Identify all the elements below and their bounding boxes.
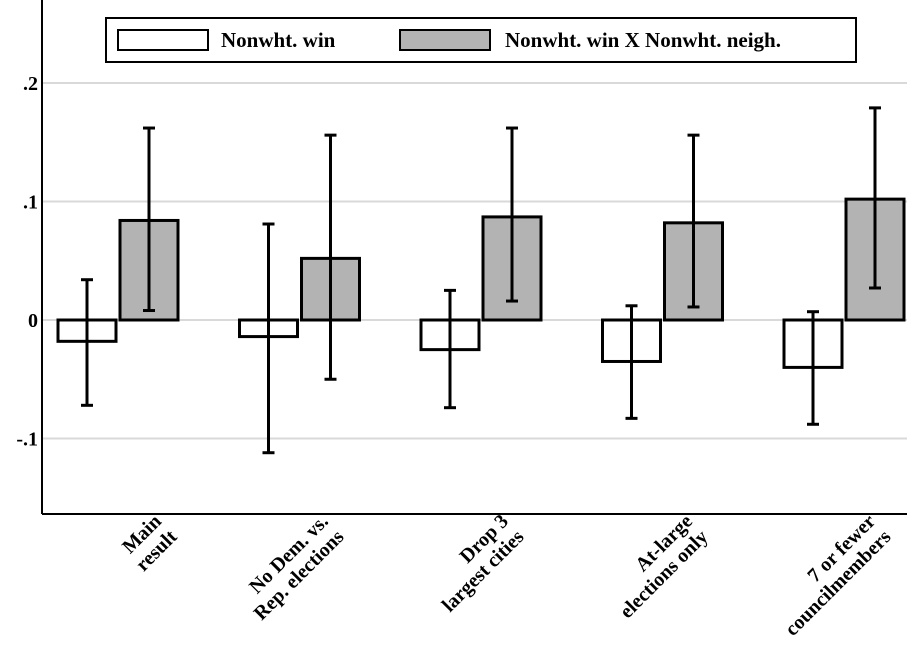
error-bar — [506, 126, 518, 303]
error-bar — [81, 278, 93, 407]
error-bar — [869, 106, 881, 290]
y-tick-label: .1 — [23, 192, 38, 214]
error-bar — [625, 304, 638, 420]
legend-swatch-nonwht-win-x-neigh — [399, 29, 491, 51]
bars — [56, 197, 906, 369]
error-bar — [807, 310, 819, 426]
error-bar — [143, 126, 155, 313]
y-tick-label: -.1 — [16, 429, 38, 451]
error-bar — [324, 133, 337, 381]
error-bar — [687, 133, 700, 309]
legend-label-nonwht-win-x-neigh: Nonwht. win X Nonwht. neigh. — [505, 28, 781, 52]
legend: Nonwht. win Nonwht. win X Nonwht. neigh. — [105, 17, 857, 63]
y-tick-label: 0 — [28, 310, 38, 332]
error-bars — [81, 106, 881, 455]
legend-label-nonwht-win: Nonwht. win — [221, 28, 336, 52]
legend-swatch-nonwht-win — [117, 29, 209, 51]
category-label: No Dem. vs.Rep. elections — [245, 510, 349, 624]
axes — [41, 0, 907, 515]
y-tick-labels: .2 .1 0 -.1 — [16, 73, 38, 451]
error-bar — [444, 288, 456, 410]
y-tick-label: .2 — [23, 73, 38, 95]
error-bar — [262, 222, 275, 455]
